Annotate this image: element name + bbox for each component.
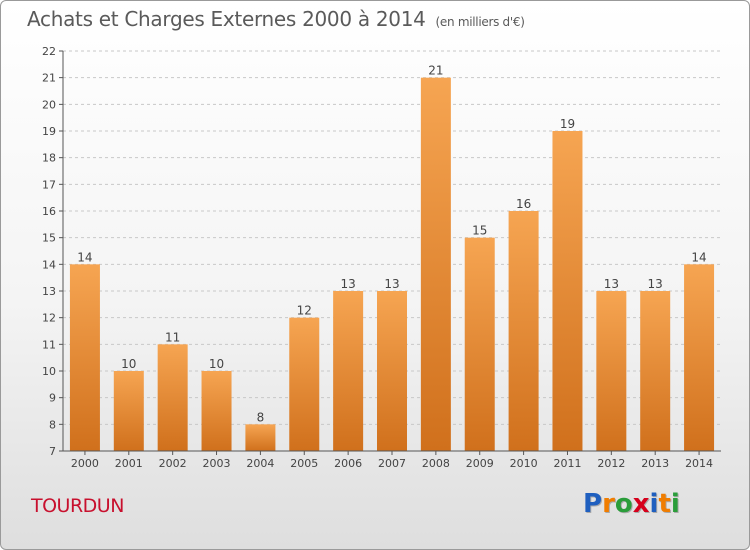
y-tick-label: 16	[42, 205, 56, 218]
y-tick-label: 18	[42, 152, 56, 165]
x-tick-label: 2003	[203, 457, 231, 470]
x-tick-label: 2009	[466, 457, 494, 470]
x-tick-label: 2006	[334, 457, 362, 470]
y-tick-label: 12	[42, 312, 56, 325]
x-tick-label: 2012	[597, 457, 625, 470]
bar-value-label: 13	[648, 277, 663, 291]
bar	[420, 77, 451, 452]
bar-value-label: 14	[691, 250, 706, 264]
logo-letter: P	[583, 489, 603, 519]
y-tick-label: 17	[42, 178, 56, 191]
x-tick-label: 2001	[115, 457, 143, 470]
bar-value-label: 15	[472, 224, 487, 238]
bar	[113, 371, 144, 451]
y-tick-label: 15	[42, 232, 56, 245]
bar	[596, 291, 627, 451]
x-tick-label: 2011	[553, 457, 581, 470]
bar	[464, 237, 495, 451]
y-tick-label: 8	[49, 418, 56, 431]
bar	[684, 264, 715, 451]
bar-value-label: 10	[209, 357, 224, 371]
bar	[157, 344, 188, 451]
bar	[552, 131, 583, 451]
bar-value-label: 8	[257, 410, 265, 424]
bar	[201, 371, 232, 451]
bar-value-label: 12	[297, 304, 312, 318]
logo-letter: t	[658, 489, 671, 519]
y-tick-label: 10	[42, 365, 56, 378]
axes	[59, 50, 721, 455]
bar	[69, 264, 100, 451]
x-tick-label: 2007	[378, 457, 406, 470]
x-tick-label: 2013	[641, 457, 669, 470]
bar-value-label: 19	[560, 117, 575, 131]
bar-value-label: 16	[516, 197, 531, 211]
bar-value-label: 13	[604, 277, 619, 291]
y-tick-label: 22	[42, 45, 56, 58]
bar-value-label: 13	[384, 277, 399, 291]
y-tick-label: 14	[42, 258, 56, 271]
bar-value-label: 14	[77, 250, 92, 264]
bar-value-label: 13	[340, 277, 355, 291]
commune-name: TOURDUN	[31, 495, 124, 517]
logo-letter: r	[602, 489, 615, 519]
bars	[69, 77, 715, 452]
x-tick-label: 2002	[159, 457, 187, 470]
bar-value-label: 21	[428, 64, 443, 78]
x-tick-label: 2010	[510, 457, 538, 470]
chart-unit: (en milliers d'€)	[435, 15, 525, 29]
y-tick-label: 11	[42, 338, 56, 351]
x-tick-label: 2008	[422, 457, 450, 470]
y-tick-label: 13	[42, 285, 56, 298]
y-tick-label: 7	[49, 445, 56, 458]
logo-letter: x	[632, 489, 650, 519]
proxiti-logo[interactable]: Proxiti	[583, 489, 680, 519]
x-tick-label: 2005	[290, 457, 318, 470]
bar	[289, 317, 320, 451]
logo-letter: i	[649, 489, 659, 519]
x-tick-label: 2014	[685, 457, 713, 470]
bar	[640, 291, 671, 451]
y-tick-label: 9	[49, 392, 56, 405]
bar-value-label: 10	[121, 357, 136, 371]
logo-letter: o	[614, 489, 633, 519]
x-tick-label: 2000	[71, 457, 99, 470]
x-tick-label: 2004	[246, 457, 274, 470]
bar-value-label: 11	[165, 330, 180, 344]
y-tick-label: 21	[42, 72, 56, 85]
logo-letter: i	[670, 489, 680, 519]
chart-title: Achats et Charges Externes 2000 à 2014 (e…	[27, 7, 525, 31]
chart-title-text: Achats et Charges Externes 2000 à 2014	[27, 7, 426, 31]
y-tick-label: 20	[42, 98, 56, 111]
bar	[377, 291, 407, 451]
bar	[333, 291, 364, 451]
y-tick-label: 19	[42, 125, 56, 138]
bar	[508, 211, 539, 451]
bar	[245, 424, 276, 451]
labels: 7 8 9 10 11 12 13 14 15 16 17 18 19 20 21 22 14 2000 10 200…	[42, 45, 713, 470]
